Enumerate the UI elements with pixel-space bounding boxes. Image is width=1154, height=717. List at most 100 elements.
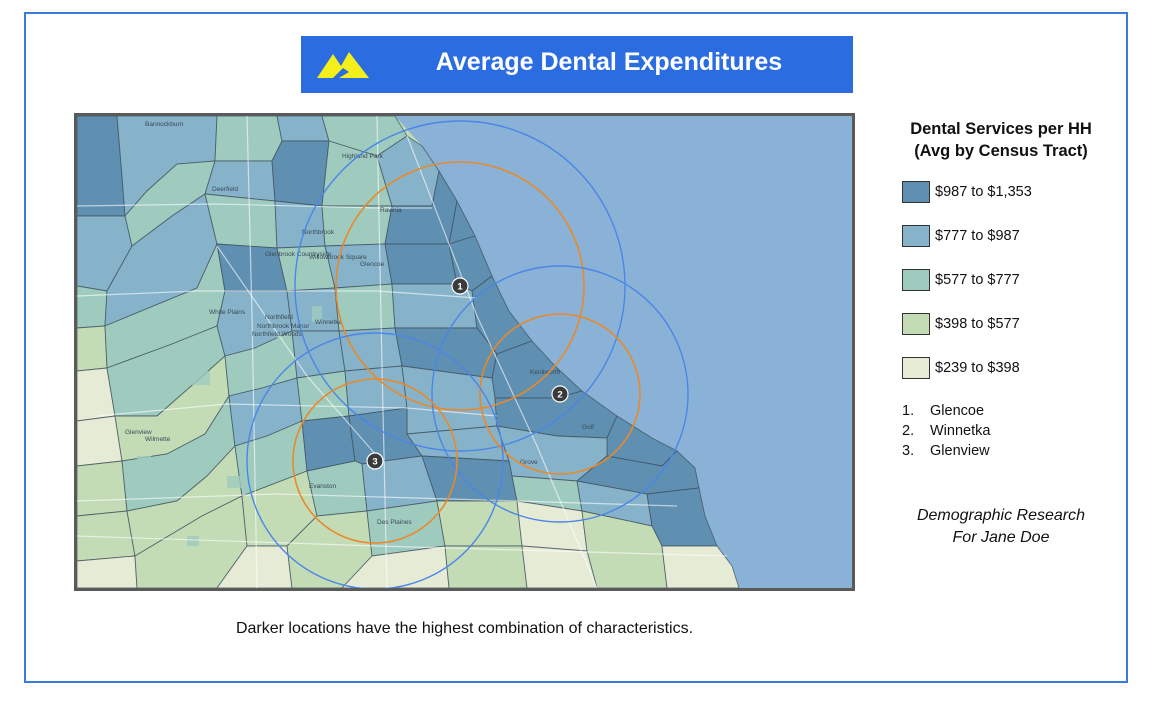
census-tract — [204, 193, 278, 249]
trade-area-inner-ring — [292, 378, 458, 544]
place-label: Bannockburn — [145, 121, 184, 128]
location-list: 1. Glencoe 2. Winnetka 3. Glenview — [902, 401, 990, 461]
census-tract — [436, 500, 523, 547]
trade-area-inner-ring — [479, 313, 641, 475]
place-label: Northbrook — [302, 229, 335, 236]
location-number: 2. — [902, 423, 915, 439]
credit-line2: For Jane Doe — [952, 529, 1050, 546]
park-patch — [227, 476, 243, 488]
trade-area-inner-ring — [335, 161, 585, 411]
trade-area-outer-ring — [431, 265, 689, 523]
census-tracts — [77, 116, 740, 588]
place-label: Ravinia — [380, 207, 402, 214]
census-tract — [77, 460, 128, 517]
location-marker[interactable]: 1 — [451, 277, 469, 295]
legend-swatch — [902, 313, 930, 335]
legend-title: Dental Services per HH (Avg by Census Tr… — [888, 118, 1114, 162]
census-tract — [444, 545, 528, 588]
marker-dot — [551, 385, 569, 403]
census-tract — [77, 555, 138, 588]
census-tract — [661, 545, 740, 588]
legend-swatch — [902, 357, 930, 379]
legend-swatch — [902, 181, 930, 203]
census-tract — [276, 116, 330, 142]
trade-area-outer-ring — [294, 120, 626, 452]
legend-label: $777 to $987 — [935, 228, 1020, 244]
census-tract — [274, 200, 326, 249]
place-label: Golf — [582, 424, 594, 431]
trade-area-outer-ring — [246, 332, 504, 588]
place-label: Northfield — [265, 314, 293, 321]
census-tract — [77, 415, 123, 467]
park-patch — [192, 371, 210, 385]
legend-label: $239 to $398 — [935, 360, 1020, 376]
park-patch — [312, 306, 322, 322]
marker-dot — [451, 277, 469, 295]
census-tract — [77, 325, 108, 372]
location-list-item: 1. Glencoe — [902, 401, 990, 421]
road — [77, 493, 678, 507]
legend-title-line2: (Avg by Census Tract) — [914, 142, 1088, 160]
place-label: Wilmette — [145, 436, 171, 443]
place-label: Glencoe — [360, 261, 385, 268]
location-marker[interactable]: 2 — [551, 385, 569, 403]
mountain-logo-icon — [317, 52, 369, 78]
census-tract — [77, 285, 108, 329]
park-patch — [187, 536, 199, 546]
legend-label: $987 to $1,353 — [935, 184, 1032, 200]
census-tract — [384, 243, 458, 285]
road — [77, 290, 478, 299]
road — [376, 116, 388, 588]
location-name: Winnetka — [930, 423, 991, 439]
location-markers[interactable]: 1 2 3 — [366, 277, 569, 470]
page-title: Average Dental Expenditures — [435, 48, 783, 76]
marker-number: 1 — [457, 282, 463, 293]
road — [96, 403, 498, 417]
trade-area-rings — [246, 120, 689, 588]
page-frame — [24, 12, 1128, 683]
location-number: 3. — [902, 443, 915, 459]
legend-swatch — [902, 225, 930, 247]
road — [246, 116, 258, 588]
place-label: Evanston — [309, 483, 336, 490]
location-name: Glenview — [930, 443, 990, 459]
place-label: Kenilworth — [530, 369, 561, 376]
roads — [77, 116, 728, 588]
legend-label: $398 to $577 — [935, 316, 1020, 332]
park-patch — [137, 456, 151, 474]
place-label: Northfield Woods — [252, 331, 302, 338]
marker-number: 2 — [557, 390, 562, 401]
location-number: 1. — [902, 403, 915, 419]
credit-text: Demographic Research For Jane Doe — [888, 505, 1114, 549]
location-list-item: 3. Glenview — [902, 441, 990, 461]
road — [406, 135, 598, 588]
place-label: Deerfield — [212, 186, 238, 193]
map-canvas[interactable]: Bannockburn Highland Park Deerfield Ravinia… — [77, 116, 852, 588]
road — [77, 535, 728, 557]
place-label: Grove — [520, 459, 538, 466]
location-name: Glencoe — [930, 403, 985, 419]
place-label: Willowbrook Square — [309, 254, 367, 261]
place-label: Des Plaines — [377, 519, 412, 526]
park-patch — [407, 511, 417, 521]
credit-line1: Demographic Research — [916, 507, 1086, 524]
title-banner: Average Dental Expenditures — [301, 36, 853, 93]
census-tract — [521, 545, 598, 588]
place-label: White Plains — [209, 309, 246, 316]
location-marker[interactable]: 3 — [366, 452, 384, 470]
road — [216, 245, 378, 457]
legend-title-line1: Dental Services per HH — [910, 120, 1092, 138]
map-caption: Darker locations have the highest combin… — [235, 620, 694, 637]
marker-number: 3 — [372, 457, 377, 468]
legend-swatch — [902, 269, 930, 291]
place-label: Winnetka — [315, 319, 342, 326]
location-list-item: 2. Winnetka — [902, 421, 990, 441]
legend-label: $577 to $777 — [935, 272, 1020, 288]
place-label: Northbrook Manor — [257, 323, 310, 330]
road — [77, 203, 432, 209]
census-tract — [271, 140, 330, 207]
census-tract — [344, 365, 408, 417]
map-panel[interactable]: Bannockburn Highland Park Deerfield Ravinia… — [74, 113, 855, 591]
marker-dot — [366, 452, 384, 470]
place-label: Glenview — [125, 429, 152, 436]
